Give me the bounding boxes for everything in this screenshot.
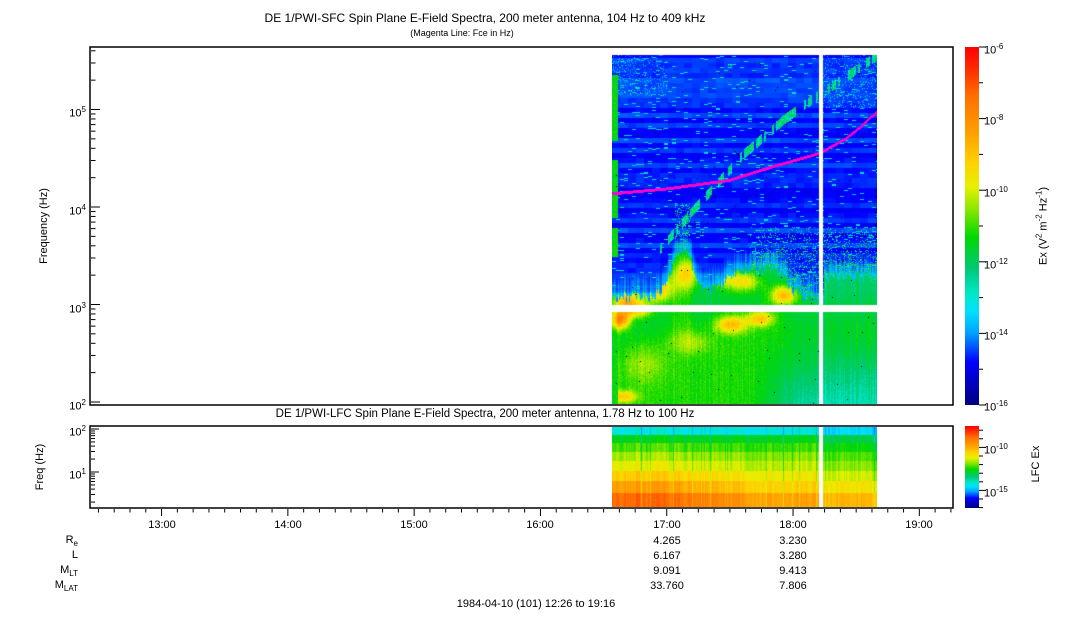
ephemeris-l-1700: 6.167 (653, 550, 681, 562)
cbar-label-part: Hz (1037, 197, 1050, 215)
cbtick-base: 10 (984, 187, 997, 200)
ytick-exp: 1 (81, 467, 86, 476)
ytick-exp: 2 (81, 424, 86, 433)
lfc-ytick-1e1: 101 (40, 463, 86, 482)
cbar-label-part: Ex (V (1037, 238, 1050, 266)
cbtick-exp: -6 (996, 42, 1004, 51)
lfc-ylabel: Freq (Hz) (34, 443, 46, 491)
ytick-exp: 4 (81, 203, 86, 212)
cbtick-exp: -16 (996, 399, 1008, 408)
ephemeris-re-1800: 3.230 (779, 535, 807, 547)
eph-label-sub: LT (69, 569, 78, 579)
ytick-base: 10 (69, 303, 82, 316)
sfc-subtitle: (Magenta Line: Fce in Hz) (410, 28, 514, 38)
cbtick-base: 10 (984, 444, 997, 457)
sfc-ytick-1e2: 102 (40, 394, 86, 413)
ytick-exp: 2 (81, 398, 86, 407)
eph-label-sub: LAT (63, 584, 78, 594)
cbtick-base: 10 (984, 259, 997, 272)
sfc-cbar-tick-1e-14: 10-14 (984, 324, 1034, 343)
xtick-1600: 16:00 (526, 519, 554, 531)
sfc-title: DE 1/PWI-SFC Spin Plane E-Field Spectra,… (264, 11, 706, 25)
cbtick-base: 10 (984, 115, 997, 128)
cbtick-exp: -10 (996, 185, 1008, 194)
sfc-cbar-tick-1e-8: 10-8 (984, 109, 1034, 128)
cbtick-exp: -15 (996, 485, 1008, 494)
ytick-exp: 5 (81, 105, 86, 114)
xtick-1500: 15:00 (400, 519, 428, 531)
cbtick-base: 10 (984, 401, 997, 414)
cbtick-exp: -12 (996, 257, 1008, 266)
cbar-label-sup: -2 (1034, 214, 1044, 222)
sfc-ylabel: Frequency (Hz) (38, 188, 50, 264)
xtick-1900: 19:00 (905, 519, 933, 531)
lfc-cbar-tick-1e-10: 10-10 (984, 438, 1034, 457)
eph-label-main: L (71, 549, 78, 561)
cbtick-base: 10 (984, 330, 997, 343)
cbtick-base: 10 (984, 44, 997, 57)
ephemeris-label-l: L (20, 549, 78, 563)
ephemeris-mlat-1700: 33.760 (650, 580, 684, 592)
cbtick-base: 10 (984, 487, 997, 500)
cbar-label-part: m (1037, 221, 1050, 234)
cbar-label-sup: -1 (1034, 190, 1044, 198)
ephemeris-re-1700: 4.265 (653, 535, 681, 547)
cbtick-exp: -8 (996, 113, 1004, 122)
sfc-cbar-tick-1e-10: 10-10 (984, 181, 1034, 200)
xtick-1400: 14:00 (274, 519, 302, 531)
cbar-label-sup: 2 (1034, 233, 1044, 239)
ephemeris-mlt-1800: 9.413 (779, 565, 807, 577)
ytick-base: 10 (69, 400, 82, 413)
ytick-base: 10 (69, 205, 82, 218)
xtick-1700: 17:00 (653, 519, 681, 531)
eph-label-main: M (54, 579, 64, 591)
ytick-base: 10 (69, 469, 82, 482)
ephemeris-l-1800: 3.280 (779, 550, 807, 562)
lfc-spectrogram-canvas (612, 427, 877, 507)
eph-label-main: R (65, 534, 74, 546)
cbar-label-part: ) (1037, 186, 1050, 191)
ytick-base: 10 (69, 107, 82, 120)
eph-label-sub: e (73, 539, 78, 549)
xtick-1800: 18:00 (779, 519, 807, 531)
ephemeris-label-re: Re (20, 534, 78, 548)
ephemeris-mlt-1700: 9.091 (653, 565, 681, 577)
sfc-cbar-label: Ex (V2 m-2 Hz-1) (1035, 187, 1050, 265)
cbtick-exp: -10 (996, 442, 1008, 451)
sfc-ytick-1e3: 103 (40, 297, 86, 316)
eph-label-main: M (60, 564, 70, 576)
date-range-caption: 1984-04-10 (101) 12:26 to 19:16 (456, 598, 616, 610)
ytick-exp: 3 (81, 301, 86, 310)
sfc-ytick-1e4: 104 (40, 199, 86, 218)
lfc-cbar-tick-1e-15: 10-15 (984, 481, 1034, 500)
lfc-colorbar (965, 426, 979, 508)
sfc-spectrogram-canvas (612, 48, 877, 404)
sfc-cbar-tick-1e-16: 10-16 (984, 395, 1034, 414)
lfc-title: DE 1/PWI-LFC Spin Plane E-Field Spectra,… (275, 408, 695, 420)
sfc-colorbar (965, 47, 979, 405)
sfc-cbar-tick-1e-12: 10-12 (984, 253, 1034, 272)
sfc-cbar-tick-1e-6: 10-6 (984, 38, 1034, 57)
lfc-cbar-label: LFC Ex (1030, 445, 1042, 483)
cbtick-exp: -14 (996, 328, 1008, 337)
ephemeris-label-mlat: MLAT (20, 579, 78, 593)
lfc-ytick-1e2: 102 (40, 420, 86, 439)
ytick-base: 10 (69, 426, 82, 439)
xtick-1300: 13:00 (148, 519, 176, 531)
sfc-ytick-1e5: 105 (40, 101, 86, 120)
ephemeris-label-mlt: MLT (20, 564, 78, 578)
ephemeris-mlat-1800: 7.806 (779, 580, 807, 592)
